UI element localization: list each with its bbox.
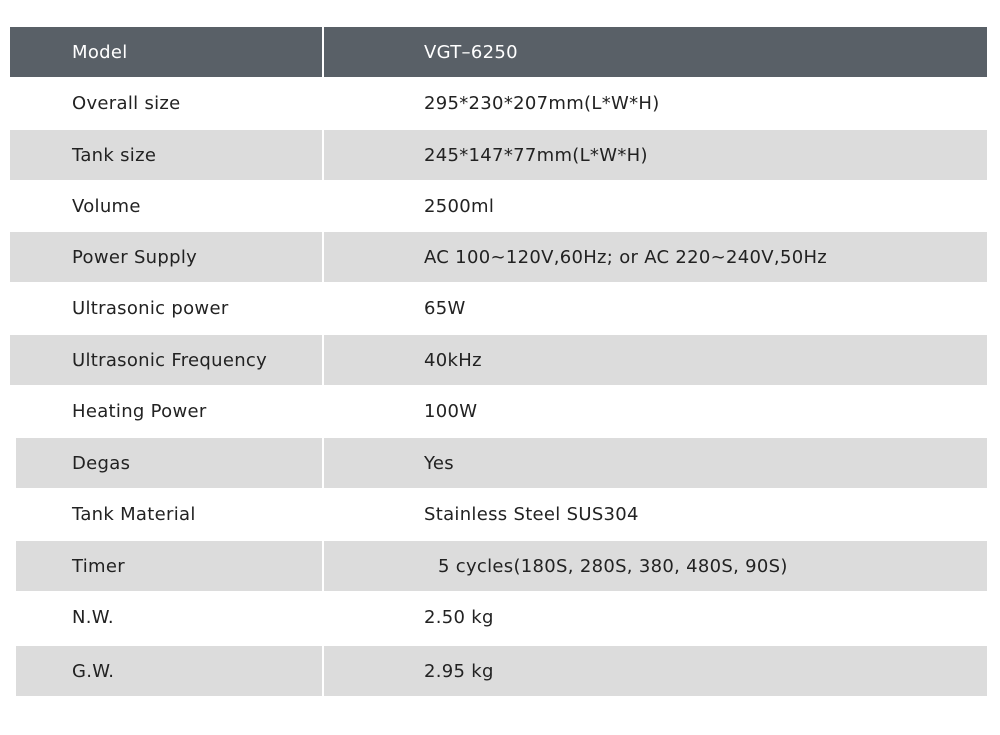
value-cell: 100W	[424, 400, 478, 422]
column-divider	[322, 489, 324, 539]
label-cell: Heating Power	[72, 400, 207, 422]
label-cell: Degas	[72, 452, 131, 474]
table-row: Ultrasonic Frequency 40kHz	[10, 335, 987, 385]
column-divider	[322, 438, 324, 488]
value-cell: 2500ml	[424, 195, 495, 217]
table-row: Ultrasonic power 65W	[10, 283, 987, 333]
label-cell: Ultrasonic power	[72, 297, 229, 319]
label-cell: Tank size	[72, 144, 157, 166]
value-cell: AC 100~120V,60Hz; or AC 220~240V,50Hz	[424, 246, 828, 268]
table-row: Heating Power 100W	[10, 386, 987, 436]
column-divider	[322, 386, 324, 436]
column-divider	[322, 181, 324, 231]
table-row: Tank size 245*147*77mm(L*W*H)	[10, 130, 987, 180]
column-divider	[322, 78, 324, 128]
value-cell: 40kHz	[424, 349, 482, 371]
value-cell: 65W	[424, 297, 466, 319]
column-divider	[322, 232, 324, 282]
value-cell: VGT–6250	[424, 41, 518, 63]
table-row: Volume 2500ml	[10, 181, 987, 231]
column-divider	[322, 646, 324, 696]
label-cell: Volume	[72, 195, 141, 217]
column-divider	[322, 541, 324, 591]
label-cell: N.W.	[72, 606, 114, 628]
value-cell: 5 cycles(180S, 280S, 380, 480S, 90S)	[438, 555, 788, 577]
column-divider	[322, 335, 324, 385]
value-cell: 245*147*77mm(L*W*H)	[424, 144, 648, 166]
value-cell: Stainless Steel SUS304	[424, 503, 639, 525]
label-cell: Model	[72, 41, 128, 63]
label-cell: Overall size	[72, 92, 181, 114]
label-cell: Power Supply	[72, 246, 198, 268]
table-row: Timer 5 cycles(180S, 280S, 380, 480S, 90S…	[16, 541, 987, 591]
value-cell: 2.95 kg	[424, 660, 494, 682]
column-divider	[322, 27, 324, 77]
column-divider	[322, 283, 324, 333]
value-cell: Yes	[424, 452, 454, 474]
label-cell: G.W.	[72, 660, 115, 682]
label-cell: Timer	[72, 555, 125, 577]
value-cell: 2.50 kg	[424, 606, 494, 628]
table-row: Degas Yes	[16, 438, 987, 488]
label-cell: Tank Material	[72, 503, 196, 525]
value-cell: 295*230*207mm(L*W*H)	[424, 92, 660, 114]
table-row: Power Supply AC 100~120V,60Hz; or AC 220~…	[10, 232, 987, 282]
label-cell: Ultrasonic Frequency	[72, 349, 268, 371]
table-row: Overall size 295*230*207mm(L*W*H)	[10, 78, 987, 128]
table-row: Tank Material Stainless Steel SUS304	[10, 489, 987, 539]
column-divider	[322, 130, 324, 180]
table-row: Model VGT–6250	[10, 27, 987, 77]
table-row: G.W. 2.95 kg	[16, 646, 987, 696]
column-divider	[322, 592, 324, 642]
table-row: N.W. 2.50 kg	[10, 592, 987, 642]
